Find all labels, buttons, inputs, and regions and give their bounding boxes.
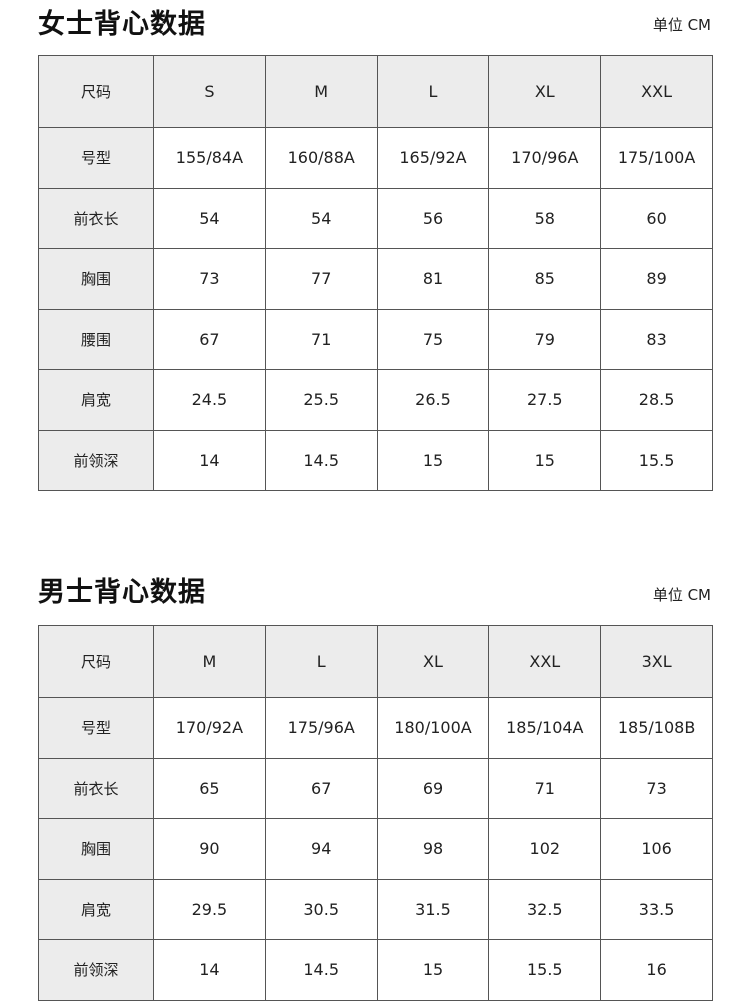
row-label-cell: 前衣长: [38, 187, 154, 249]
row-label-cell: 胸围: [38, 818, 154, 880]
value-cell: 85: [488, 248, 602, 310]
value-cell: 60: [600, 187, 713, 249]
value-cell: 27.5: [488, 369, 602, 431]
unit-label: 单位 CM: [652, 586, 711, 604]
table-row: 胸围 90 94 98 102 106: [38, 818, 713, 880]
value-cell: 29.5: [153, 878, 266, 940]
table-row: 肩宽 29.5 30.5 31.5 32.5 33.5: [38, 878, 713, 940]
row-label-cell: 前领深: [38, 939, 154, 1001]
value-cell: 31.5: [376, 878, 490, 940]
value-cell: 14: [153, 429, 266, 491]
column-header-cell: XL: [488, 55, 602, 128]
value-cell: 98: [376, 818, 490, 880]
value-cell: 175/100A: [600, 127, 713, 189]
value-cell: 14: [153, 939, 266, 1001]
value-cell: 73: [600, 757, 713, 819]
table-header-row: 尺码 S M L XL XXL: [38, 55, 713, 128]
value-cell: 26.5: [376, 369, 490, 431]
column-header-cell: L: [264, 625, 378, 698]
value-cell: 71: [488, 757, 602, 819]
column-header-cell: 3XL: [600, 625, 713, 698]
column-header-cell: S: [153, 55, 266, 128]
value-cell: 24.5: [153, 369, 266, 431]
table-row: 号型 155/84A 160/88A 165/92A 170/96A 175/100A: [38, 127, 713, 189]
table-row: 号型 170/92A 175/96A 180/100A 185/104A 185/108B: [38, 697, 713, 759]
value-cell: 33.5: [600, 878, 713, 940]
value-cell: 185/108B: [600, 697, 713, 759]
table-row: 腰围 67 71 75 79 83: [38, 308, 713, 370]
value-cell: 89: [600, 248, 713, 310]
row-header-cell: 尺码: [38, 55, 154, 128]
value-cell: 15.5: [488, 939, 602, 1001]
table-row: 前衣长 65 67 69 71 73: [38, 757, 713, 819]
mens-section-title: 男士背心数据: [38, 577, 206, 608]
value-cell: 56: [376, 187, 490, 249]
value-cell: 28.5: [600, 369, 713, 431]
unit-label: 单位 CM: [652, 16, 711, 34]
value-cell: 54: [153, 187, 266, 249]
row-label-cell: 号型: [38, 697, 154, 759]
column-header-cell: M: [264, 55, 378, 128]
value-cell: 65: [153, 757, 266, 819]
table-row: 前衣长 54 54 56 58 60: [38, 187, 713, 249]
value-cell: 67: [264, 757, 378, 819]
value-cell: 165/92A: [376, 127, 490, 189]
value-cell: 90: [153, 818, 266, 880]
value-cell: 94: [264, 818, 378, 880]
row-label-cell: 前衣长: [38, 757, 154, 819]
table-row: 前领深 14 14.5 15 15 15.5: [38, 429, 713, 491]
row-header-cell: 尺码: [38, 625, 154, 698]
value-cell: 102: [488, 818, 602, 880]
value-cell: 14.5: [264, 429, 378, 491]
column-header-cell: XXL: [600, 55, 713, 128]
value-cell: 25.5: [264, 369, 378, 431]
value-cell: 180/100A: [376, 697, 490, 759]
column-header-cell: XL: [376, 625, 490, 698]
value-cell: 79: [488, 308, 602, 370]
womens-section-title: 女士背心数据: [38, 9, 206, 40]
value-cell: 170/92A: [153, 697, 266, 759]
value-cell: 67: [153, 308, 266, 370]
row-label-cell: 腰围: [38, 308, 154, 370]
table-row: 肩宽 24.5 25.5 26.5 27.5 28.5: [38, 369, 713, 431]
column-header-cell: M: [153, 625, 266, 698]
row-label-cell: 胸围: [38, 248, 154, 310]
row-label-cell: 肩宽: [38, 369, 154, 431]
value-cell: 170/96A: [488, 127, 602, 189]
womens-size-table: 尺码 S M L XL XXL 号型 155/84A 160/88A 165/92A 170/96A…: [38, 55, 713, 491]
value-cell: 75: [376, 308, 490, 370]
value-cell: 71: [264, 308, 378, 370]
value-cell: 58: [488, 187, 602, 249]
row-label-cell: 肩宽: [38, 878, 154, 940]
value-cell: 77: [264, 248, 378, 310]
value-cell: 15: [376, 939, 490, 1001]
row-label-cell: 号型: [38, 127, 154, 189]
value-cell: 32.5: [488, 878, 602, 940]
value-cell: 54: [264, 187, 378, 249]
value-cell: 160/88A: [264, 127, 378, 189]
column-header-cell: L: [376, 55, 490, 128]
table-row: 前领深 14 14.5 15 15.5 16: [38, 939, 713, 1001]
value-cell: 73: [153, 248, 266, 310]
column-header-cell: XXL: [488, 625, 602, 698]
value-cell: 15.5: [600, 429, 713, 491]
mens-size-table: 尺码 M L XL XXL 3XL 号型 170/92A 175/96A 180/100A 185/…: [38, 625, 713, 1001]
value-cell: 106: [600, 818, 713, 880]
value-cell: 14.5: [264, 939, 378, 1001]
value-cell: 185/104A: [488, 697, 602, 759]
value-cell: 30.5: [264, 878, 378, 940]
value-cell: 15: [488, 429, 602, 491]
row-label-cell: 前领深: [38, 429, 154, 491]
table-row: 胸围 73 77 81 85 89: [38, 248, 713, 310]
value-cell: 16: [600, 939, 713, 1001]
value-cell: 81: [376, 248, 490, 310]
value-cell: 155/84A: [153, 127, 266, 189]
table-header-row: 尺码 M L XL XXL 3XL: [38, 625, 713, 698]
value-cell: 69: [376, 757, 490, 819]
value-cell: 15: [376, 429, 490, 491]
value-cell: 175/96A: [264, 697, 378, 759]
value-cell: 83: [600, 308, 713, 370]
